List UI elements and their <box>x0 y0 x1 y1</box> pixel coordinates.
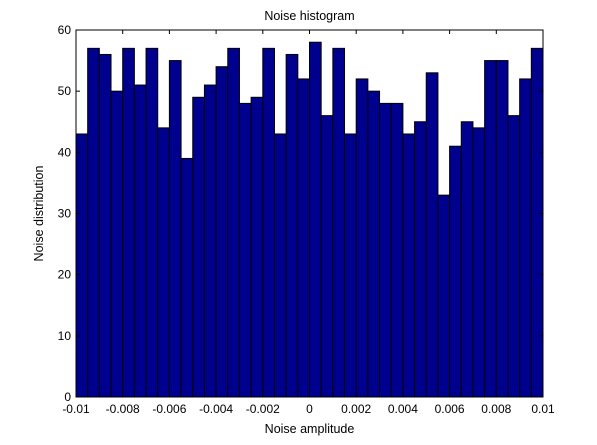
chart-title: Noise histogram <box>264 9 354 23</box>
histogram-bar <box>262 47 275 398</box>
histogram-bar <box>87 47 100 398</box>
x-axis-ticks: -0.01 -0.008 -0.006 -0.004 -0.002 0 0.002 0.004… <box>62 30 555 416</box>
x-tick-label: 0 <box>306 402 313 416</box>
histogram-bar <box>530 47 544 398</box>
histogram-bar <box>472 127 486 398</box>
x-axis-label: Noise amplitude <box>265 422 355 436</box>
y-tick-label: 30 <box>58 207 72 221</box>
x-tick-label: -0.008 <box>106 402 140 416</box>
histogram-bar <box>203 84 217 398</box>
x-tick-label: 0.006 <box>435 402 465 416</box>
x-tick-label: 0.01 <box>531 402 555 416</box>
y-tick-label: 10 <box>58 329 72 343</box>
histogram-bar <box>344 133 357 398</box>
histogram-bar <box>227 47 240 398</box>
histogram-bar <box>332 47 346 398</box>
histogram-bar <box>507 115 521 398</box>
histogram-bar <box>98 53 112 398</box>
histogram-bar <box>285 53 299 398</box>
histogram-bar <box>157 127 170 398</box>
x-tick-label: 0.008 <box>481 402 511 416</box>
y-axis-ticks: 0 10 20 30 40 50 60 <box>58 23 543 404</box>
histogram-bar <box>238 102 252 398</box>
histogram-bar <box>367 90 381 398</box>
histogram-bar <box>273 133 287 398</box>
y-tick-label: 50 <box>58 84 72 98</box>
histogram-bar <box>192 96 205 398</box>
histogram-bar <box>402 133 416 398</box>
y-tick-label: 60 <box>58 23 72 37</box>
x-tick-label: -0.004 <box>199 402 233 416</box>
histogram-bar <box>379 102 392 398</box>
histogram-bar <box>425 72 439 398</box>
x-tick-label: -0.006 <box>152 402 186 416</box>
histogram-bar <box>122 47 135 398</box>
histogram-bar <box>180 157 194 398</box>
histogram-bar <box>250 96 264 398</box>
y-tick-label: 20 <box>58 268 72 282</box>
histogram-bar <box>320 115 334 398</box>
histogram-bar <box>309 41 322 398</box>
y-axis-label: Noise distribution <box>32 166 46 262</box>
histogram-bar <box>414 121 427 398</box>
histogram-bar <box>297 78 311 398</box>
histogram-bar <box>484 60 497 398</box>
histogram-bar <box>460 121 474 398</box>
y-tick-label: 40 <box>58 145 72 159</box>
x-tick-label: 0.004 <box>388 402 418 416</box>
histogram-bar <box>390 102 404 398</box>
histogram-bar <box>110 90 124 398</box>
y-tick-label: 0 <box>64 390 71 404</box>
histogram-bar <box>437 194 451 398</box>
x-tick-label: -0.002 <box>246 402 280 416</box>
histogram-bar <box>355 78 369 398</box>
histogram-bar <box>133 84 147 398</box>
histogram-bar <box>495 60 509 398</box>
histogram-bar <box>75 133 89 398</box>
x-tick-label: 0.002 <box>341 402 371 416</box>
x-tick-label: -0.01 <box>62 402 90 416</box>
histogram-bar <box>449 145 462 398</box>
histogram-bar <box>215 66 229 398</box>
histogram-bar <box>168 60 182 398</box>
histogram-bar <box>145 47 159 398</box>
histogram-bar <box>519 78 532 398</box>
